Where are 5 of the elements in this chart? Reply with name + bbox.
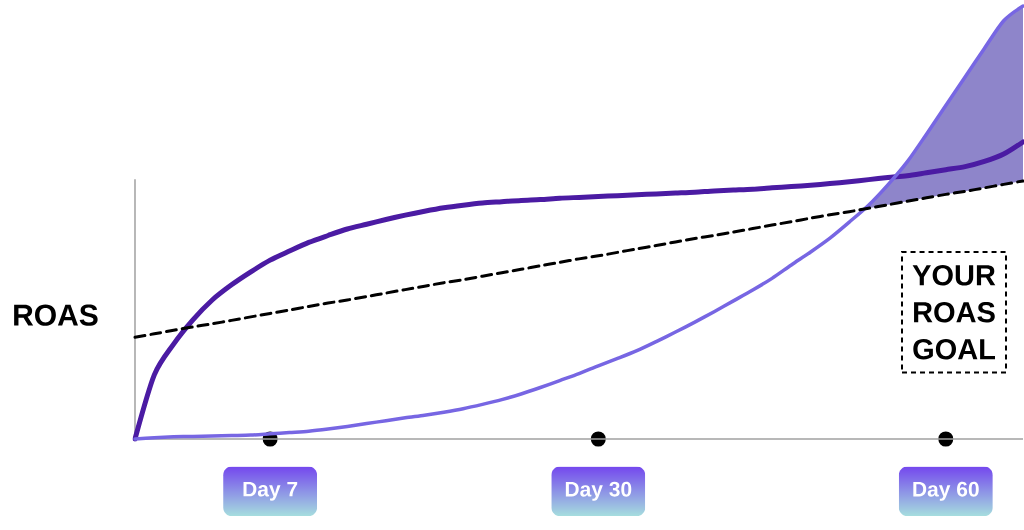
x-tick-label: Day 60 [913,481,979,501]
x-tick-label: Day 7 [243,481,298,501]
x-tick-label: Day 30 [565,481,632,501]
y-axis-title: ROAS [14,304,98,326]
text: YOUR ROAS GOAL [912,264,996,360]
